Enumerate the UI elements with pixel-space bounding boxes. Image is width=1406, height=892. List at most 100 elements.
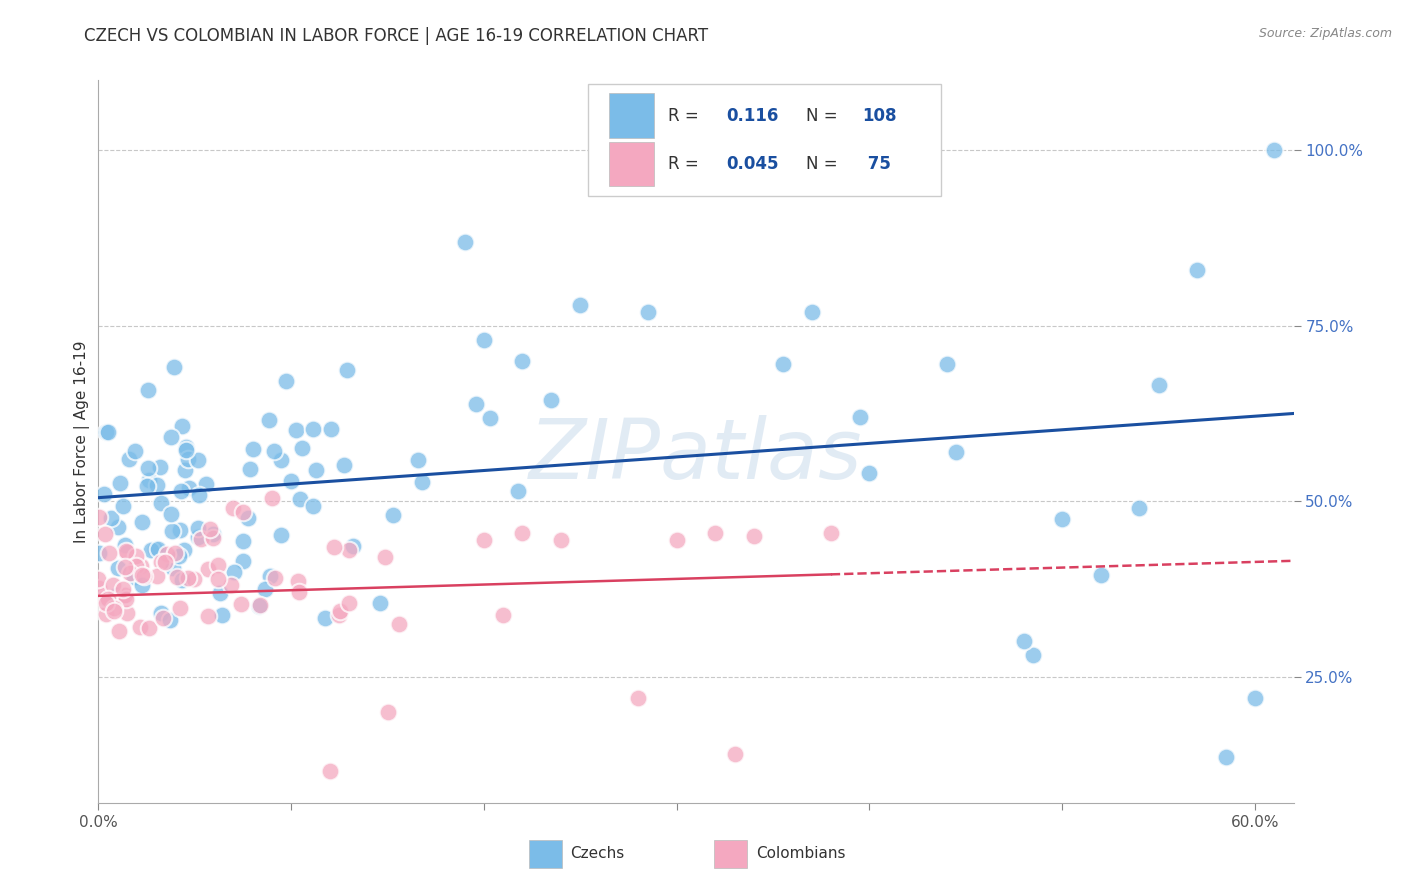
Point <box>107 560 129 574</box>
Point <box>197 562 219 576</box>
Point <box>723 747 745 761</box>
Point <box>411 475 433 490</box>
Point <box>1147 378 1170 392</box>
Point <box>1244 690 1267 705</box>
Point <box>172 419 194 434</box>
Text: Czechs: Czechs <box>571 846 624 861</box>
Point <box>150 495 173 509</box>
Point <box>742 529 765 543</box>
Point <box>333 458 356 472</box>
Point <box>329 604 352 618</box>
Point <box>174 443 197 458</box>
Point <box>260 491 283 505</box>
Y-axis label: In Labor Force | Age 16-19: In Labor Force | Age 16-19 <box>75 340 90 543</box>
Point <box>328 607 350 622</box>
Point <box>141 542 163 557</box>
Point <box>187 521 209 535</box>
Point <box>508 483 530 498</box>
Point <box>406 453 429 467</box>
Point <box>159 614 181 628</box>
Point <box>512 354 534 368</box>
Point <box>627 690 650 705</box>
Point <box>118 566 141 581</box>
Point <box>98 546 121 560</box>
Point <box>101 578 124 592</box>
Point <box>115 545 138 559</box>
Point <box>540 393 562 408</box>
Point <box>94 591 117 605</box>
Point <box>108 624 131 639</box>
Point <box>114 544 136 558</box>
Point <box>187 530 209 544</box>
Point <box>270 528 292 542</box>
Point <box>87 546 110 560</box>
Point <box>108 475 131 490</box>
Point <box>167 549 190 564</box>
Point <box>187 488 209 502</box>
Point <box>1012 634 1035 648</box>
Point <box>288 491 311 506</box>
Point <box>287 574 309 588</box>
Point <box>465 397 488 411</box>
Point <box>337 596 360 610</box>
Point <box>945 445 967 459</box>
Point <box>87 572 110 586</box>
Point <box>302 422 325 436</box>
Point <box>124 549 146 563</box>
Point <box>190 533 212 547</box>
FancyBboxPatch shape <box>529 840 562 868</box>
Point <box>152 611 174 625</box>
Point <box>89 509 111 524</box>
Point <box>1022 648 1045 663</box>
Point <box>232 533 254 548</box>
Point <box>156 547 179 561</box>
Point <box>149 460 172 475</box>
Point <box>374 549 396 564</box>
Point <box>1090 567 1112 582</box>
Text: ZIPatlas: ZIPatlas <box>529 416 863 497</box>
Point <box>198 522 221 536</box>
Point <box>143 542 166 557</box>
Point <box>704 525 727 540</box>
Point <box>242 442 264 456</box>
Point <box>323 540 346 554</box>
Point <box>89 581 111 595</box>
Point <box>336 363 359 377</box>
Point <box>173 463 195 477</box>
Text: N =: N = <box>806 155 838 173</box>
Point <box>187 453 209 467</box>
Point <box>284 423 307 437</box>
Point <box>219 578 242 592</box>
Point <box>105 588 128 602</box>
Point <box>800 305 823 319</box>
Point <box>259 569 281 583</box>
Point <box>305 463 328 477</box>
FancyBboxPatch shape <box>714 840 748 868</box>
Point <box>492 608 515 623</box>
Point <box>236 510 259 524</box>
Point <box>138 474 160 488</box>
Point <box>197 609 219 624</box>
Point <box>211 608 233 623</box>
Point <box>135 479 157 493</box>
Point <box>169 523 191 537</box>
Point <box>232 554 254 568</box>
Point <box>159 508 181 522</box>
FancyBboxPatch shape <box>609 142 654 186</box>
Point <box>254 582 277 596</box>
Point <box>183 572 205 586</box>
Point <box>249 598 271 612</box>
Point <box>263 444 285 458</box>
Point <box>207 573 229 587</box>
Point <box>163 545 186 559</box>
Point <box>146 477 169 491</box>
Point <box>97 591 120 606</box>
Point <box>177 571 200 585</box>
Text: R =: R = <box>668 107 704 125</box>
Point <box>287 584 309 599</box>
Point <box>90 589 112 603</box>
Point <box>179 481 201 495</box>
Point <box>207 558 229 573</box>
Text: Colombians: Colombians <box>756 846 845 861</box>
Point <box>377 705 399 719</box>
